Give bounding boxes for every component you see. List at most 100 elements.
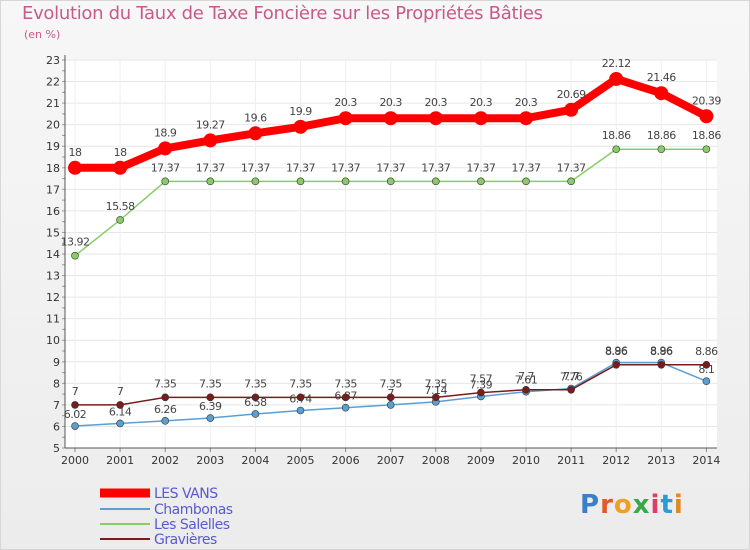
data-label-les-salelles: 17.37 [466, 161, 495, 174]
data-label-gravi-res: 7.57 [470, 373, 493, 386]
data-label-les-salelles: 17.37 [557, 161, 586, 174]
x-tick-label: 2005 [287, 454, 315, 467]
data-label-les-salelles: 17.37 [376, 161, 405, 174]
data-point-les-salelles [612, 145, 621, 154]
data-point-chambonas [71, 422, 79, 430]
data-label-les-salelles: 17.37 [151, 161, 180, 174]
data-label-chambonas: 8.96 [650, 345, 673, 358]
data-point-les-salelles [341, 177, 350, 186]
y-tick-label: 21 [46, 97, 60, 110]
data-label-les-vans: 19.6 [244, 111, 267, 124]
data-label-les-vans: 18.9 [154, 126, 177, 139]
data-point-gravi-res [296, 393, 305, 402]
data-point-chambonas [251, 410, 260, 418]
data-point-gravi-res [341, 393, 350, 402]
data-point-gravi-res [702, 360, 711, 369]
data-point-chambonas [341, 403, 350, 412]
logo-letter: o [613, 490, 633, 520]
data-label-les-salelles: 13.92 [61, 236, 90, 249]
logo-letter: P [580, 490, 601, 520]
data-label-chambonas: 6.26 [154, 403, 177, 416]
y-tick-label: 10 [46, 334, 60, 347]
y-tick-label: 15 [46, 226, 60, 239]
data-label-gravi-res: 7.35 [379, 377, 402, 390]
data-point-gravi-res [206, 393, 215, 402]
data-label-chambonas: 7.76 [560, 371, 583, 384]
data-label-gravi-res: 8.86 [695, 345, 718, 358]
y-tick-label: 6 [53, 420, 60, 433]
data-label-les-salelles: 17.37 [512, 161, 541, 174]
data-point-gravi-res [567, 385, 575, 394]
legend-label-les-vans: LES VANS [154, 486, 218, 502]
data-label-les-vans: 20.39 [692, 94, 721, 107]
data-point-chambonas [206, 414, 215, 422]
data-point-les-salelles [477, 177, 485, 186]
y-tick-label: 5 [53, 442, 60, 455]
logo-letter: i [673, 490, 684, 520]
data-label-chambonas: 6.02 [64, 408, 87, 421]
data-point-les-vans [428, 111, 443, 126]
data-label-les-vans: 20.3 [334, 96, 357, 109]
data-label-chambonas: 8.1 [698, 363, 714, 376]
x-tick-label: 2012 [602, 454, 630, 467]
data-point-chambonas [296, 406, 305, 415]
x-tick-label: 2014 [692, 454, 720, 467]
data-label-chambonas: 7.39 [470, 378, 493, 391]
data-label-les-salelles: 17.37 [286, 161, 315, 174]
data-point-les-salelles [567, 177, 575, 186]
legend-label-gravi-res: Gravières [154, 532, 217, 548]
data-point-chambonas [386, 401, 395, 409]
data-point-les-salelles [71, 251, 79, 260]
y-tick-label: 18 [46, 162, 60, 175]
y-tick-label: 14 [46, 248, 60, 261]
y-tick-label: 23 [46, 54, 60, 67]
y-tick-label: 11 [46, 313, 60, 326]
x-tick-label: 2010 [512, 454, 540, 467]
y-tick-label: 13 [46, 270, 60, 283]
x-tick-label: 2007 [377, 454, 405, 467]
y-tick-label: 20 [46, 119, 60, 132]
data-label-les-vans: 18 [69, 146, 82, 159]
data-label-les-salelles: 18.86 [602, 129, 631, 142]
data-label-gravi-res: 8.86 [605, 345, 628, 358]
data-point-les-vans [338, 111, 353, 126]
data-label-les-vans: 20.3 [470, 96, 493, 109]
data-point-les-salelles [161, 177, 169, 186]
data-label-gravi-res: 7.35 [425, 377, 448, 390]
data-label-les-salelles: 18.86 [647, 129, 676, 142]
data-point-les-vans [203, 133, 218, 148]
data-label-les-vans: 21.46 [647, 71, 676, 84]
data-point-gravi-res [251, 393, 260, 402]
data-label-gravi-res: 7.35 [289, 377, 312, 390]
x-tick-label: 2009 [467, 454, 495, 467]
x-tick-label: 2011 [557, 454, 585, 467]
x-tick-label: 2013 [647, 454, 675, 467]
data-point-chambonas [161, 417, 169, 425]
x-tick-label: 2008 [422, 454, 450, 467]
data-label-chambonas: 7 [387, 387, 394, 400]
y-tick-label: 17 [46, 183, 60, 196]
y-tick-label: 9 [53, 356, 60, 369]
y-tick-label: 19 [46, 140, 60, 153]
data-point-les-vans [473, 111, 488, 126]
data-point-les-vans [383, 111, 398, 126]
data-point-gravi-res [522, 385, 530, 394]
legend-label-les-salelles: Les Salelles [154, 517, 230, 533]
data-label-les-salelles: 17.37 [421, 161, 450, 174]
data-label-les-vans: 20.3 [425, 96, 448, 109]
data-point-les-vans [519, 111, 533, 126]
logo-letter: t [660, 490, 674, 520]
data-label-gravi-res: 7.35 [244, 377, 267, 390]
data-point-gravi-res [71, 401, 79, 409]
data-label-gravi-res: 7 [72, 385, 79, 398]
y-tick-label: 16 [46, 205, 60, 218]
data-label-chambonas: 6.14 [109, 405, 132, 418]
y-tick-label: 7 [53, 399, 60, 412]
proxiti-logo: Proxiti [580, 490, 684, 520]
data-label-chambonas: 6.39 [199, 400, 222, 413]
chart-title: Evolution du Taux de Taxe Foncière sur l… [22, 3, 543, 24]
x-tick-label: 2001 [106, 454, 134, 467]
data-point-les-salelles [657, 145, 666, 154]
data-label-les-vans: 20.3 [515, 96, 538, 109]
